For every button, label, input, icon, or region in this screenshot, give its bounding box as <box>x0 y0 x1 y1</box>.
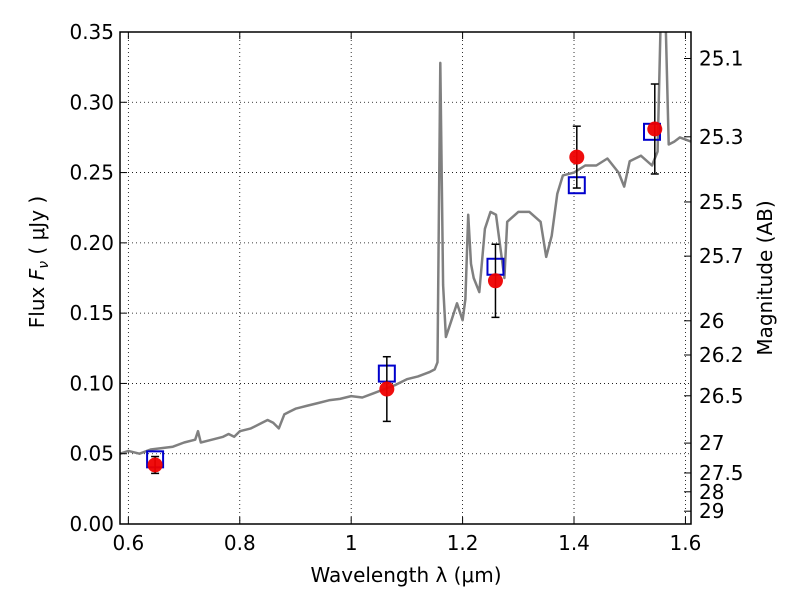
observed-point <box>147 457 163 473</box>
y-axis-label-prefix: Flux <box>25 280 49 328</box>
y-tick-label: 0.00 <box>69 512 114 536</box>
observed-point <box>487 273 503 289</box>
observed-point <box>569 149 585 165</box>
y-tick-label: 0.10 <box>69 371 114 395</box>
tick-layer: 0.6 0.8 1 1.2 1.4 1.6 0.00 0.05 0.10 0.15 0.20 0.25… <box>69 20 743 555</box>
mag-tick-label: 26 <box>699 309 724 333</box>
mag-tick-label: 25.5 <box>699 190 744 214</box>
y-axis-label: Flux Fν ( μJy ) <box>25 196 52 328</box>
mag-tick-label: 25.3 <box>699 125 744 149</box>
mag-tick-label: 28 <box>699 480 724 504</box>
y-tick-label: 0.05 <box>69 442 114 466</box>
y-tick-label: 0.15 <box>69 301 114 325</box>
grid-layer <box>120 32 691 524</box>
mag-tick-label: 25.1 <box>699 46 744 70</box>
y-tick-label: 0.20 <box>69 231 114 255</box>
mag-tick-label: 27.5 <box>699 461 744 485</box>
mag-tick-label: 27 <box>699 431 724 455</box>
x-tick-label: 1.2 <box>447 531 479 555</box>
x-tick-label: 1.6 <box>670 531 702 555</box>
series-layer <box>120 32 691 475</box>
y-axis-label-suffix: ( μJy ) <box>25 196 49 261</box>
x-tick-label: 0.6 <box>112 531 144 555</box>
x-tick-label: 1 <box>345 531 358 555</box>
x-axis-label: Wavelength λ (μm) <box>310 563 501 587</box>
mag-tick-label: 26.2 <box>699 343 744 367</box>
y-axis-label-symbol: F <box>25 268 49 280</box>
y2-axis-label: Magnitude (AB) <box>753 200 777 355</box>
mag-tick-label: 29 <box>699 499 724 523</box>
y-axis-label-sub: ν <box>36 261 52 269</box>
x-tick-label: 1.4 <box>558 531 590 555</box>
x-tick-label: 0.8 <box>224 531 256 555</box>
y-tick-label: 0.30 <box>69 90 114 114</box>
clipped-series <box>120 32 691 475</box>
mag-tick-label: 25.7 <box>699 244 744 268</box>
mag-tick-label: 26.5 <box>699 384 744 408</box>
model-sed-line <box>120 32 691 455</box>
y-tick-label: 0.25 <box>69 161 114 185</box>
y-tick-label: 0.35 <box>69 20 114 44</box>
observed-point <box>379 381 395 397</box>
observed-point <box>647 121 663 137</box>
plot-frame <box>119 31 692 525</box>
